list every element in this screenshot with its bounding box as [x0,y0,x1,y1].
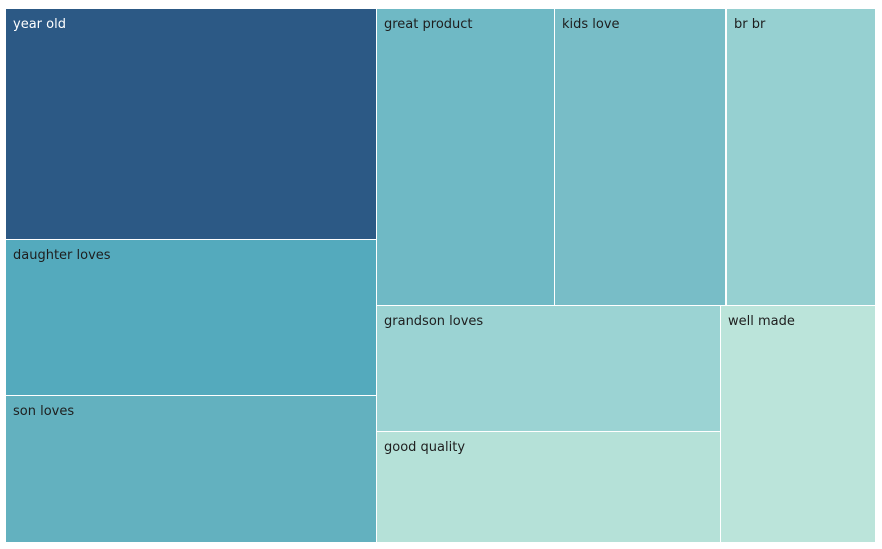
treemap-tile-label: great product [384,17,473,32]
treemap-tile-great-product[interactable]: great product [377,9,554,305]
treemap-tile-label: br br [734,17,766,32]
treemap-tile-son-loves[interactable]: son loves [6,396,376,542]
treemap-tile-label: daughter loves [13,248,111,263]
treemap-tile-label: year old [13,17,66,32]
treemap-tile-label: kids love [562,17,620,32]
treemap-tile-well-made[interactable]: well made [721,306,875,542]
treemap-tile-kids-love[interactable]: kids love [555,9,725,305]
treemap-tile-grandson-loves[interactable]: grandson loves [377,306,720,431]
treemap-tile-br-br[interactable]: br br [727,9,875,305]
treemap-tile-label: grandson loves [384,314,484,329]
treemap-tile-label: good quality [384,440,466,455]
treemap-tile-daughter-loves[interactable]: daughter loves [6,240,376,395]
treemap-tile-good-quality[interactable]: good quality [377,432,720,542]
treemap-tile-year-old[interactable]: year old [6,9,376,239]
treemap-tile-label: son loves [13,404,75,419]
treemap-tile-label: well made [728,314,795,329]
